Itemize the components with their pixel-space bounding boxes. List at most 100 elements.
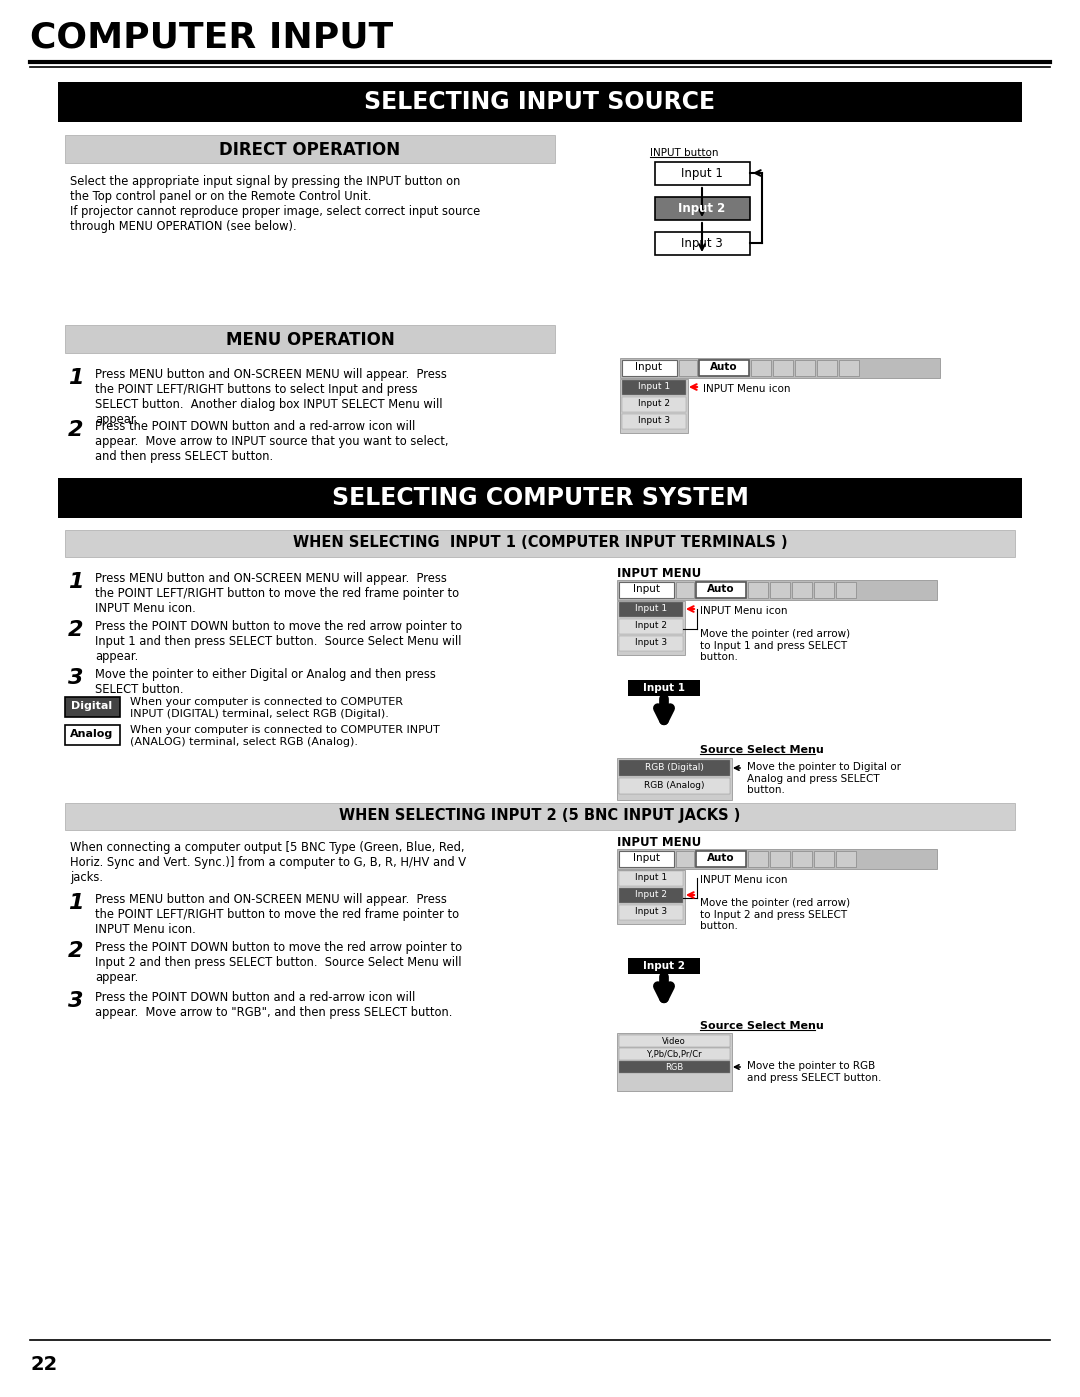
Text: When connecting a computer output [5 BNC Type (Green, Blue, Red,
Horiz. Sync and: When connecting a computer output [5 BNC… <box>70 841 467 884</box>
Bar <box>627 680 700 696</box>
Bar <box>676 851 694 868</box>
Bar <box>792 851 812 868</box>
Text: 22: 22 <box>30 1355 57 1375</box>
Text: Press the POINT DOWN button and a red-arrow icon will
appear.  Move arrow to INP: Press the POINT DOWN button and a red-ar… <box>95 420 448 462</box>
Text: RGB (Analog): RGB (Analog) <box>644 781 704 789</box>
Text: Input 2: Input 2 <box>635 890 667 900</box>
Text: RGB (Digital): RGB (Digital) <box>645 763 703 773</box>
Text: Analog: Analog <box>70 729 113 739</box>
Bar <box>654 232 750 256</box>
Text: Input 1: Input 1 <box>635 873 667 882</box>
Text: Move the pointer to Digital or
Analog and press SELECT
button.: Move the pointer to Digital or Analog an… <box>747 761 901 795</box>
Text: INPUT MENU: INPUT MENU <box>617 567 701 580</box>
Text: Move the pointer (red arrow)
to Input 2 and press SELECT
button.: Move the pointer (red arrow) to Input 2 … <box>700 898 850 932</box>
Text: Input 1: Input 1 <box>638 381 670 391</box>
Text: Digital: Digital <box>71 701 112 711</box>
Text: Input 3: Input 3 <box>635 638 667 647</box>
Text: Press the POINT DOWN button and a red-arrow icon will
appear.  Move arrow to "RG: Press the POINT DOWN button and a red-ar… <box>95 990 453 1018</box>
Text: Y,Pb/Cb,Pr/Cr: Y,Pb/Cb,Pr/Cr <box>646 1051 702 1059</box>
Bar <box>792 583 812 598</box>
Bar <box>751 360 771 376</box>
Bar <box>619 602 683 617</box>
Text: RGB: RGB <box>665 1063 684 1071</box>
Bar <box>619 760 730 775</box>
Text: Select the appropriate input signal by pressing the INPUT button on
the Top cont: Select the appropriate input signal by p… <box>70 175 481 233</box>
Text: SELECTING COMPUTER SYSTEM: SELECTING COMPUTER SYSTEM <box>332 486 748 510</box>
Bar <box>65 136 555 163</box>
Text: Input 2: Input 2 <box>678 203 726 215</box>
Text: Input 3: Input 3 <box>635 907 667 916</box>
Text: INPUT Menu icon: INPUT Menu icon <box>700 606 787 616</box>
Bar <box>622 360 677 376</box>
Bar <box>619 1060 730 1073</box>
Bar <box>65 697 120 717</box>
Text: 1: 1 <box>68 893 83 914</box>
Text: Press the POINT DOWN button to move the red arrow pointer to
Input 1 and then pr: Press the POINT DOWN button to move the … <box>95 620 462 664</box>
Bar <box>622 414 686 429</box>
Text: 2: 2 <box>68 420 83 440</box>
Text: 1: 1 <box>68 367 83 388</box>
Bar <box>617 759 732 800</box>
Bar <box>619 851 674 868</box>
Bar <box>814 851 834 868</box>
Bar <box>619 778 730 793</box>
Bar <box>619 636 683 651</box>
Bar <box>65 529 1015 557</box>
Bar <box>839 360 859 376</box>
Text: SELECTING INPUT SOURCE: SELECTING INPUT SOURCE <box>364 89 716 115</box>
Bar <box>619 583 674 598</box>
Text: INPUT MENU: INPUT MENU <box>617 835 701 849</box>
Bar <box>617 849 937 869</box>
Bar <box>748 851 768 868</box>
Bar <box>620 358 940 379</box>
Bar <box>696 851 746 868</box>
Text: 2: 2 <box>68 942 83 961</box>
Bar <box>619 619 683 634</box>
Bar <box>619 1048 730 1060</box>
Text: 1: 1 <box>68 571 83 592</box>
Bar <box>654 162 750 184</box>
Bar <box>836 851 856 868</box>
Text: Auto: Auto <box>707 854 734 863</box>
Bar <box>770 851 789 868</box>
Bar <box>770 583 789 598</box>
Text: Input 1: Input 1 <box>681 168 723 180</box>
Bar <box>617 1032 732 1091</box>
Text: Press MENU button and ON-SCREEN MENU will appear.  Press
the POINT LEFT/RIGHT bu: Press MENU button and ON-SCREEN MENU wil… <box>95 571 459 615</box>
Text: Move the pointer to either Digital or Analog and then press
SELECT button.: Move the pointer to either Digital or An… <box>95 668 436 696</box>
Bar <box>679 360 697 376</box>
Bar <box>65 803 1015 830</box>
Text: Source Select Menu: Source Select Menu <box>700 745 824 754</box>
Bar <box>773 360 793 376</box>
Bar <box>619 1035 730 1046</box>
Text: Source Select Menu: Source Select Menu <box>700 1021 824 1031</box>
Bar <box>619 888 683 902</box>
Text: WHEN SELECTING INPUT 2 (5 BNC INPUT JACKS ): WHEN SELECTING INPUT 2 (5 BNC INPUT JACK… <box>339 807 741 823</box>
Text: WHEN SELECTING  INPUT 1 (COMPUTER INPUT TERMINALS ): WHEN SELECTING INPUT 1 (COMPUTER INPUT T… <box>293 535 787 550</box>
Bar <box>816 360 837 376</box>
Text: Input: Input <box>635 362 662 372</box>
Bar <box>619 870 683 886</box>
Bar <box>58 478 1022 518</box>
Text: Input 1: Input 1 <box>635 604 667 613</box>
Text: Input 1: Input 1 <box>643 683 685 693</box>
Text: 2: 2 <box>68 620 83 640</box>
Bar <box>814 583 834 598</box>
Text: COMPUTER INPUT: COMPUTER INPUT <box>30 21 393 54</box>
Text: Move the pointer to RGB
and press SELECT button.: Move the pointer to RGB and press SELECT… <box>747 1060 881 1083</box>
Bar <box>696 583 746 598</box>
Text: Input 2: Input 2 <box>638 400 670 408</box>
Bar <box>795 360 815 376</box>
Text: Press MENU button and ON-SCREEN MENU will appear.  Press
the POINT LEFT/RIGHT bu: Press MENU button and ON-SCREEN MENU wil… <box>95 367 447 426</box>
Bar <box>619 905 683 921</box>
Bar <box>58 82 1022 122</box>
Text: Auto: Auto <box>707 584 734 594</box>
Text: INPUT button: INPUT button <box>650 148 718 158</box>
Text: 3: 3 <box>68 668 83 687</box>
Text: Press MENU button and ON-SCREEN MENU will appear.  Press
the POINT LEFT/RIGHT bu: Press MENU button and ON-SCREEN MENU wil… <box>95 893 459 936</box>
Bar <box>622 397 686 412</box>
Text: Press the POINT DOWN button to move the red arrow pointer to
Input 2 and then pr: Press the POINT DOWN button to move the … <box>95 942 462 983</box>
Bar <box>627 958 700 974</box>
Bar <box>748 583 768 598</box>
Text: MENU OPERATION: MENU OPERATION <box>226 331 394 349</box>
